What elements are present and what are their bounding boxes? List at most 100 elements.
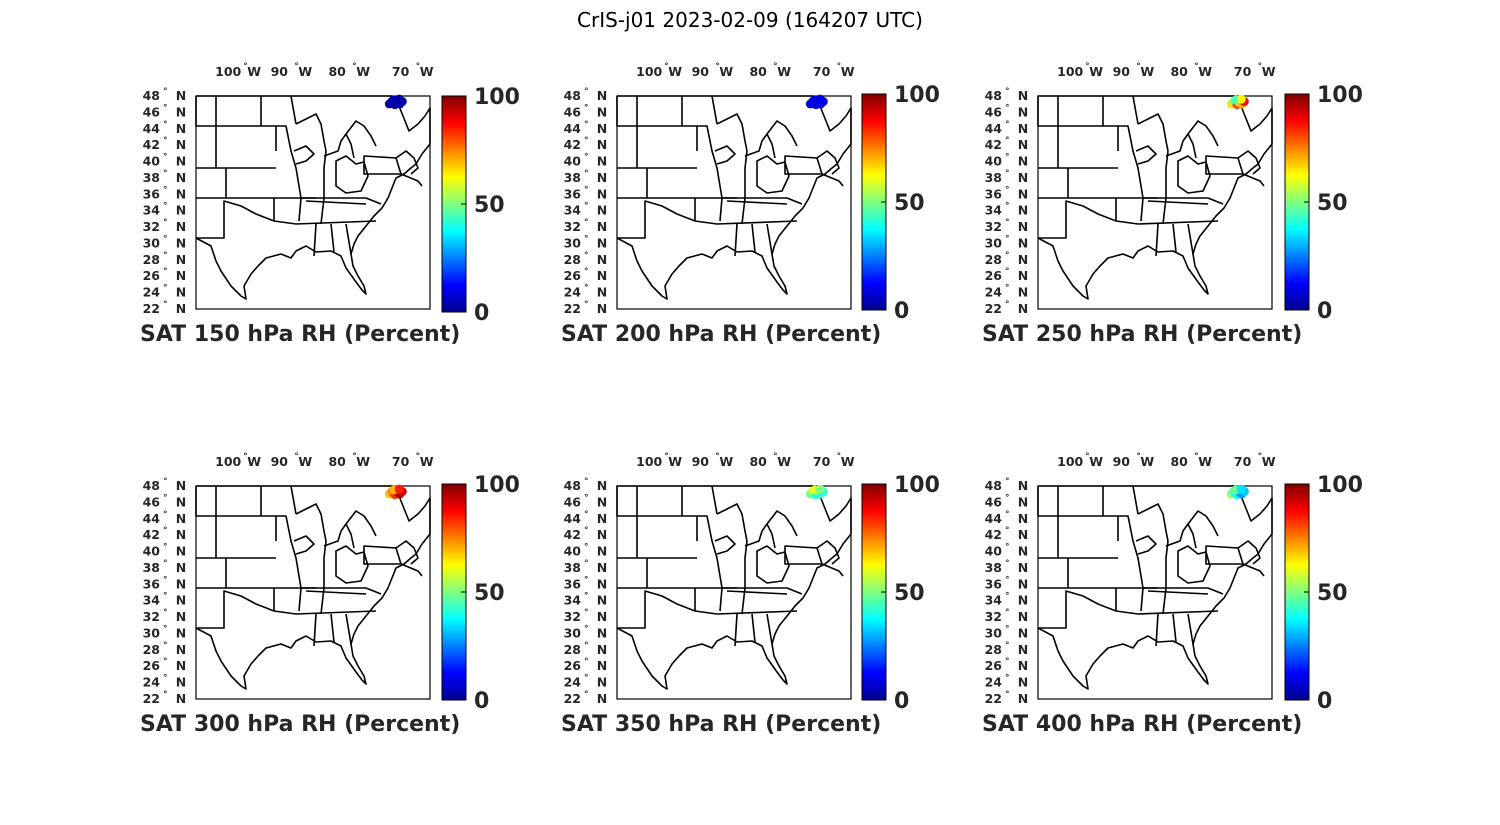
lat-tick-label: 32 xyxy=(143,609,160,624)
map-axes-frame xyxy=(195,95,431,310)
lon-tick-degree: ° xyxy=(416,62,421,72)
boundary-line xyxy=(1135,535,1157,555)
lat-tick-hemisphere: N xyxy=(1018,544,1028,559)
boundary-line xyxy=(276,515,302,612)
colorbar-tick-label: 50 xyxy=(1317,191,1348,216)
lon-tick-hemisphere: W xyxy=(1262,454,1276,469)
boundary-line xyxy=(293,535,315,555)
lat-tick-hemisphere: N xyxy=(597,478,607,493)
lat-tick-degree: ° xyxy=(163,267,168,277)
lat-tick-degree: ° xyxy=(163,153,168,163)
lat-tick-label: 40 xyxy=(564,154,582,169)
boundary-line xyxy=(1137,610,1219,615)
lat-tick-label: 34 xyxy=(985,593,1003,608)
lat-tick-hemisphere: N xyxy=(597,544,607,559)
boundary-line xyxy=(345,510,377,537)
lat-tick-hemisphere: N xyxy=(176,560,186,575)
lon-tick-label: 100 xyxy=(636,64,662,79)
lat-tick-label: 38 xyxy=(564,170,581,185)
lat-tick-degree: ° xyxy=(163,136,168,146)
lat-tick-degree: ° xyxy=(584,493,589,503)
lat-tick-hemisphere: N xyxy=(176,104,186,119)
lat-tick-label: 46 xyxy=(564,104,582,119)
lat-tick-label: 36 xyxy=(143,186,161,201)
lat-tick-label: 24 xyxy=(564,285,582,300)
lat-tick-label: 44 xyxy=(985,511,1003,526)
boundary-line xyxy=(616,96,637,127)
lat-tick-hemisphere: N xyxy=(1018,252,1028,267)
boundary-line xyxy=(1187,120,1219,147)
boundary-line xyxy=(751,613,756,643)
lat-tick-degree: ° xyxy=(584,559,589,569)
boundary-line xyxy=(400,173,423,187)
lat-tick-degree: ° xyxy=(584,608,589,618)
lat-tick-label: 40 xyxy=(143,544,161,559)
lat-tick-label: 30 xyxy=(143,625,161,640)
lat-tick-degree: ° xyxy=(163,234,168,244)
boundary-line xyxy=(313,223,317,257)
lat-tick-degree: ° xyxy=(1005,690,1010,700)
lat-tick-hemisphere: N xyxy=(176,494,186,509)
boundary-line xyxy=(195,485,431,690)
lat-tick-degree: ° xyxy=(1005,284,1010,294)
boundary-line xyxy=(313,613,317,647)
lat-tick-hemisphere: N xyxy=(1018,235,1028,250)
lat-tick-label: 48 xyxy=(143,88,160,103)
lat-tick-hemisphere: N xyxy=(176,642,186,657)
lon-tick-label: 80 xyxy=(328,454,346,469)
lat-tick-label: 32 xyxy=(564,219,581,234)
lon-tick-label: 80 xyxy=(1170,64,1188,79)
boundary-line xyxy=(276,125,302,222)
lon-tick-hemisphere: W xyxy=(356,64,370,79)
panel-title: SAT 150 hPa RH (Percent) xyxy=(140,322,460,347)
observation-point xyxy=(815,94,825,104)
boundary-line xyxy=(1187,613,1194,645)
lon-tick-degree: ° xyxy=(352,62,357,72)
lat-tick-label: 26 xyxy=(564,268,582,283)
lat-tick-degree: ° xyxy=(1005,641,1010,651)
lat-tick-label: 44 xyxy=(985,121,1003,136)
lon-tick-degree: ° xyxy=(243,62,248,72)
lat-tick-hemisphere: N xyxy=(176,235,186,250)
lat-tick-label: 28 xyxy=(985,642,1002,657)
boundary-line xyxy=(616,485,852,690)
lat-tick-hemisphere: N xyxy=(597,527,607,542)
lat-tick-label: 34 xyxy=(985,203,1003,218)
boundary-line xyxy=(1162,150,1169,225)
lon-tick-label: 70 xyxy=(813,64,831,79)
boundary-line xyxy=(1143,197,1224,205)
colorbar-tick-label: 50 xyxy=(474,193,505,218)
lon-tick-label: 90 xyxy=(692,454,710,469)
colorbar-tick-label: 100 xyxy=(474,473,520,498)
lat-tick-degree: ° xyxy=(1005,218,1010,228)
lat-tick-label: 36 xyxy=(564,186,582,201)
lat-tick-hemisphere: N xyxy=(1018,625,1028,640)
boundary-line xyxy=(821,563,844,577)
lon-tick-hemisphere: W xyxy=(1198,64,1212,79)
boundary-line xyxy=(1118,125,1144,222)
lat-tick-degree: ° xyxy=(584,234,589,244)
colorbar-tick-label: 50 xyxy=(894,581,925,606)
lat-tick-label: 44 xyxy=(564,121,582,136)
boundary-line xyxy=(1237,540,1261,565)
lat-tick-label: 34 xyxy=(564,593,582,608)
lat-tick-hemisphere: N xyxy=(597,186,607,201)
lat-tick-hemisphere: N xyxy=(176,301,186,316)
lat-tick-label: 46 xyxy=(143,494,161,509)
colorbar-tick-label: 50 xyxy=(894,191,925,216)
boundary-line xyxy=(196,200,297,239)
lat-tick-degree: ° xyxy=(163,559,168,569)
lat-tick-hemisphere: N xyxy=(176,186,186,201)
lat-tick-degree: ° xyxy=(163,185,168,195)
lat-tick-degree: ° xyxy=(584,136,589,146)
lat-tick-label: 38 xyxy=(985,170,1002,185)
lat-tick-degree: ° xyxy=(1005,493,1010,503)
boundary-line xyxy=(697,125,723,222)
boundary-line xyxy=(816,540,840,565)
state-boundaries xyxy=(1037,95,1273,300)
lat-tick-degree: ° xyxy=(163,510,168,520)
lat-tick-label: 22 xyxy=(985,301,1002,316)
lat-tick-label: 48 xyxy=(985,478,1002,493)
lat-tick-hemisphere: N xyxy=(1018,285,1028,300)
lat-tick-label: 34 xyxy=(143,203,161,218)
